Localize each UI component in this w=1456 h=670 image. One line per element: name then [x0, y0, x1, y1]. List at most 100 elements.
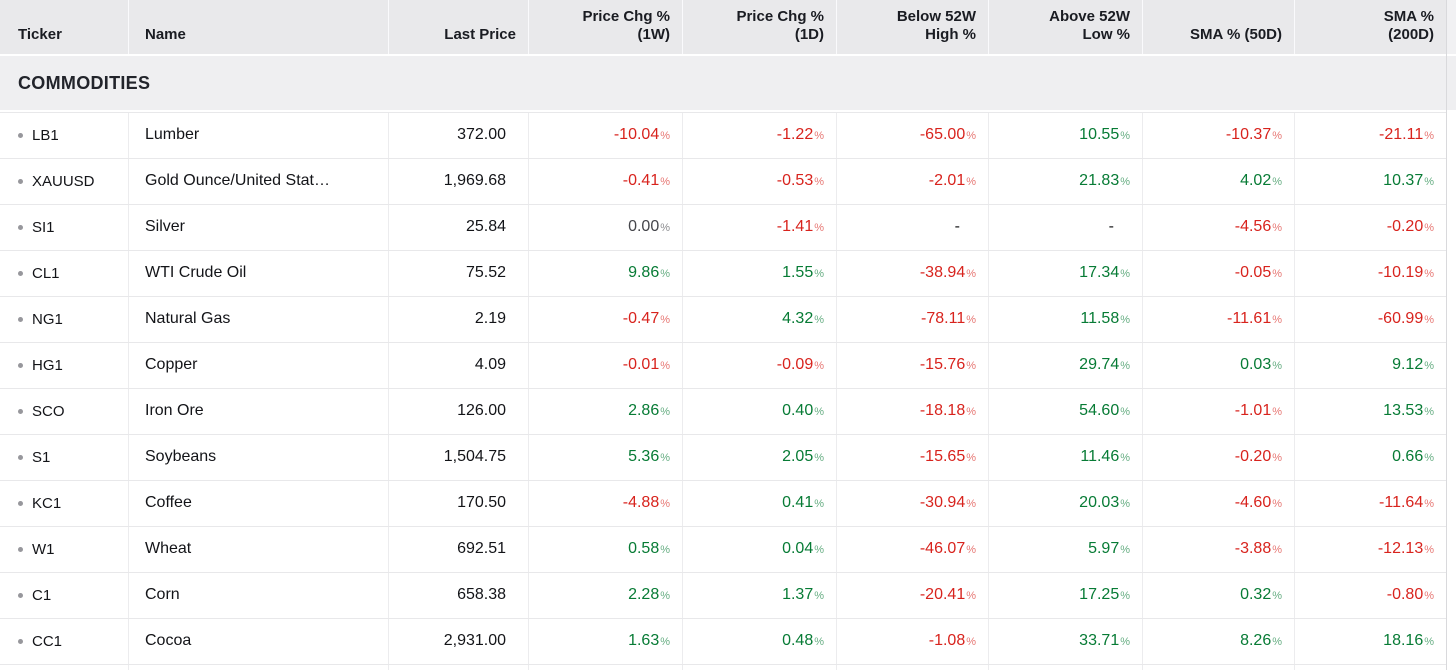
table-row[interactable]: SCO Iron Ore 126.00 2.86% 0.40% -18.18% 54.… [0, 389, 1446, 435]
percent-sign: % [814, 222, 824, 234]
percent-sign: % [1272, 360, 1282, 372]
table-row[interactable]: W1 Wheat 692.51 0.58% 0.04% -46.07% 5.97% -3… [0, 527, 1446, 573]
pct-value: 0.32 [1240, 586, 1272, 603]
ticker-cell[interactable]: LB1 [0, 113, 128, 158]
ticker-cell[interactable]: CC1 [0, 619, 128, 664]
name-cell: Gold Ounce/United Stat… [128, 159, 388, 204]
percent-sign: % [1424, 590, 1434, 602]
percent-sign: % [1120, 498, 1130, 510]
name-cell: Iron Ore [128, 389, 388, 434]
table-row[interactable]: CL1 WTI Crude Oil 75.52 9.86% 1.55% -38.94… [0, 251, 1446, 297]
percent-sign: % [814, 636, 824, 648]
pct-value: 9.86 [628, 264, 660, 281]
table-row[interactable]: XAUUSD Gold Ounce/United Stat… 1,969.68 … [0, 159, 1446, 205]
pct-value: -10.04 [613, 126, 660, 143]
percent-sign: % [966, 130, 976, 142]
table-row[interactable]: HG1 Copper 4.09 -0.01% -0.09% -15.76% 29.74… [0, 343, 1446, 389]
pct-cell: 11.46% [988, 435, 1142, 480]
table-row[interactable]: CC1 Cocoa 2,931.00 1.63% 0.48% -1.08% 33.71… [0, 619, 1446, 665]
pct-value: -4.88 [622, 494, 660, 511]
table-row[interactable]: C1 Corn 658.38 2.28% 1.37% -20.41% 17.25% 0.… [0, 573, 1446, 619]
percent-sign: % [814, 498, 824, 510]
pct-cell [836, 665, 988, 670]
table-row[interactable]: NG1 Natural Gas 2.19 -0.47% 4.32% -78.11% 1… [0, 297, 1446, 343]
column-header-label: Ticker [18, 26, 62, 44]
percent-sign: % [1120, 176, 1130, 188]
pct-value: -46.07 [919, 540, 966, 557]
column-header-price-chg-1w[interactable]: Price Chg % (1W) [528, 0, 682, 54]
pct-cell: 9.12% [1294, 343, 1446, 388]
pct-value: -1.01 [1234, 402, 1272, 419]
pct-cell: -11.64% [1294, 481, 1446, 526]
pct-cell [1142, 665, 1294, 670]
table-row[interactable] [0, 665, 1446, 670]
pct-value: -0.80 [1386, 586, 1424, 603]
pct-cell: 54.60% [988, 389, 1142, 434]
ticker-cell[interactable]: KC1 [0, 481, 128, 526]
percent-sign: % [1424, 498, 1434, 510]
column-header-price-chg-1d[interactable]: Price Chg % (1D) [682, 0, 836, 54]
ticker-cell[interactable]: NG1 [0, 297, 128, 342]
pct-cell [1294, 665, 1446, 670]
percent-sign: % [814, 314, 824, 326]
ticker-dot-icon [18, 409, 23, 414]
last-price-cell: 170.50 [388, 481, 528, 526]
percent-sign: % [814, 406, 824, 418]
ticker-cell[interactable]: S1 [0, 435, 128, 480]
pct-value: -0.20 [1386, 218, 1424, 235]
column-header-name[interactable]: Name [128, 0, 388, 54]
pct-cell: -4.56% [1142, 205, 1294, 250]
ticker-cell[interactable]: CL1 [0, 251, 128, 296]
ticker-cell[interactable]: HG1 [0, 343, 128, 388]
pct-value: 10.37 [1383, 172, 1424, 189]
pct-value: 13.53 [1383, 402, 1424, 419]
pct-cell: -12.13% [1294, 527, 1446, 572]
gutter-section-segment [1447, 56, 1456, 110]
pct-cell: 2.05% [682, 435, 836, 480]
column-header-label: Price Chg % (1W) [582, 7, 670, 44]
column-header-sma-200d[interactable]: SMA % (200D) [1294, 0, 1446, 54]
pct-cell: -15.65% [836, 435, 988, 480]
percent-sign: % [966, 360, 976, 372]
ticker-cell[interactable]: W1 [0, 527, 128, 572]
column-header-label: Name [145, 26, 186, 44]
pct-cell: 11.58% [988, 297, 1142, 342]
percent-sign: % [660, 268, 670, 280]
pct-cell: 4.02% [1142, 159, 1294, 204]
column-header-above-52w-low[interactable]: Above 52W Low % [988, 0, 1142, 54]
pct-value: -10.37 [1225, 126, 1272, 143]
percent-sign: % [966, 636, 976, 648]
pct-value: -4.56 [1234, 218, 1272, 235]
ticker-dot-icon [18, 501, 23, 506]
pct-cell: 0.41% [682, 481, 836, 526]
pct-cell: -2.01% [836, 159, 988, 204]
column-header-ticker[interactable]: Ticker [0, 0, 128, 54]
ticker-cell[interactable]: XAUUSD [0, 159, 128, 204]
pct-value: 20.03 [1079, 494, 1120, 511]
pct-cell: 17.34% [988, 251, 1142, 296]
pct-value: 5.97 [1088, 540, 1120, 557]
pct-value: 17.34 [1079, 264, 1120, 281]
last-price-cell: 126.00 [388, 389, 528, 434]
ticker-cell[interactable] [0, 665, 128, 670]
percent-sign: % [1272, 268, 1282, 280]
ticker-cell[interactable]: C1 [0, 573, 128, 618]
pct-cell: 4.32% [682, 297, 836, 342]
column-header-last-price[interactable]: Last Price [388, 0, 528, 54]
pct-cell: -4.60% [1142, 481, 1294, 526]
pct-value: 2.05 [782, 448, 814, 465]
ticker-cell[interactable]: SCO [0, 389, 128, 434]
ticker-label: SI1 [32, 219, 55, 236]
ticker-label: CC1 [32, 633, 63, 650]
ticker-cell[interactable]: SI1 [0, 205, 128, 250]
column-header-below-52w-high[interactable]: Below 52W High % [836, 0, 988, 54]
column-header-sma-50d[interactable]: SMA % (50D) [1142, 0, 1294, 54]
table-row[interactable]: S1 Soybeans 1,504.75 5.36% 2.05% -15.65% 11… [0, 435, 1446, 481]
table-row[interactable]: KC1 Coffee 170.50 -4.88% 0.41% -30.94% 20.0… [0, 481, 1446, 527]
pct-cell: 18.16% [1294, 619, 1446, 664]
section-header-commodities[interactable]: COMMODITIES [0, 56, 1446, 110]
table-row[interactable]: SI1 Silver 25.84 0.00% -1.41% - - -4.56% -0.2… [0, 205, 1446, 251]
table-row[interactable]: LB1 Lumber 372.00 -10.04% -1.22% -65.00% 10… [0, 113, 1446, 159]
column-header-label: Price Chg % (1D) [736, 7, 824, 44]
